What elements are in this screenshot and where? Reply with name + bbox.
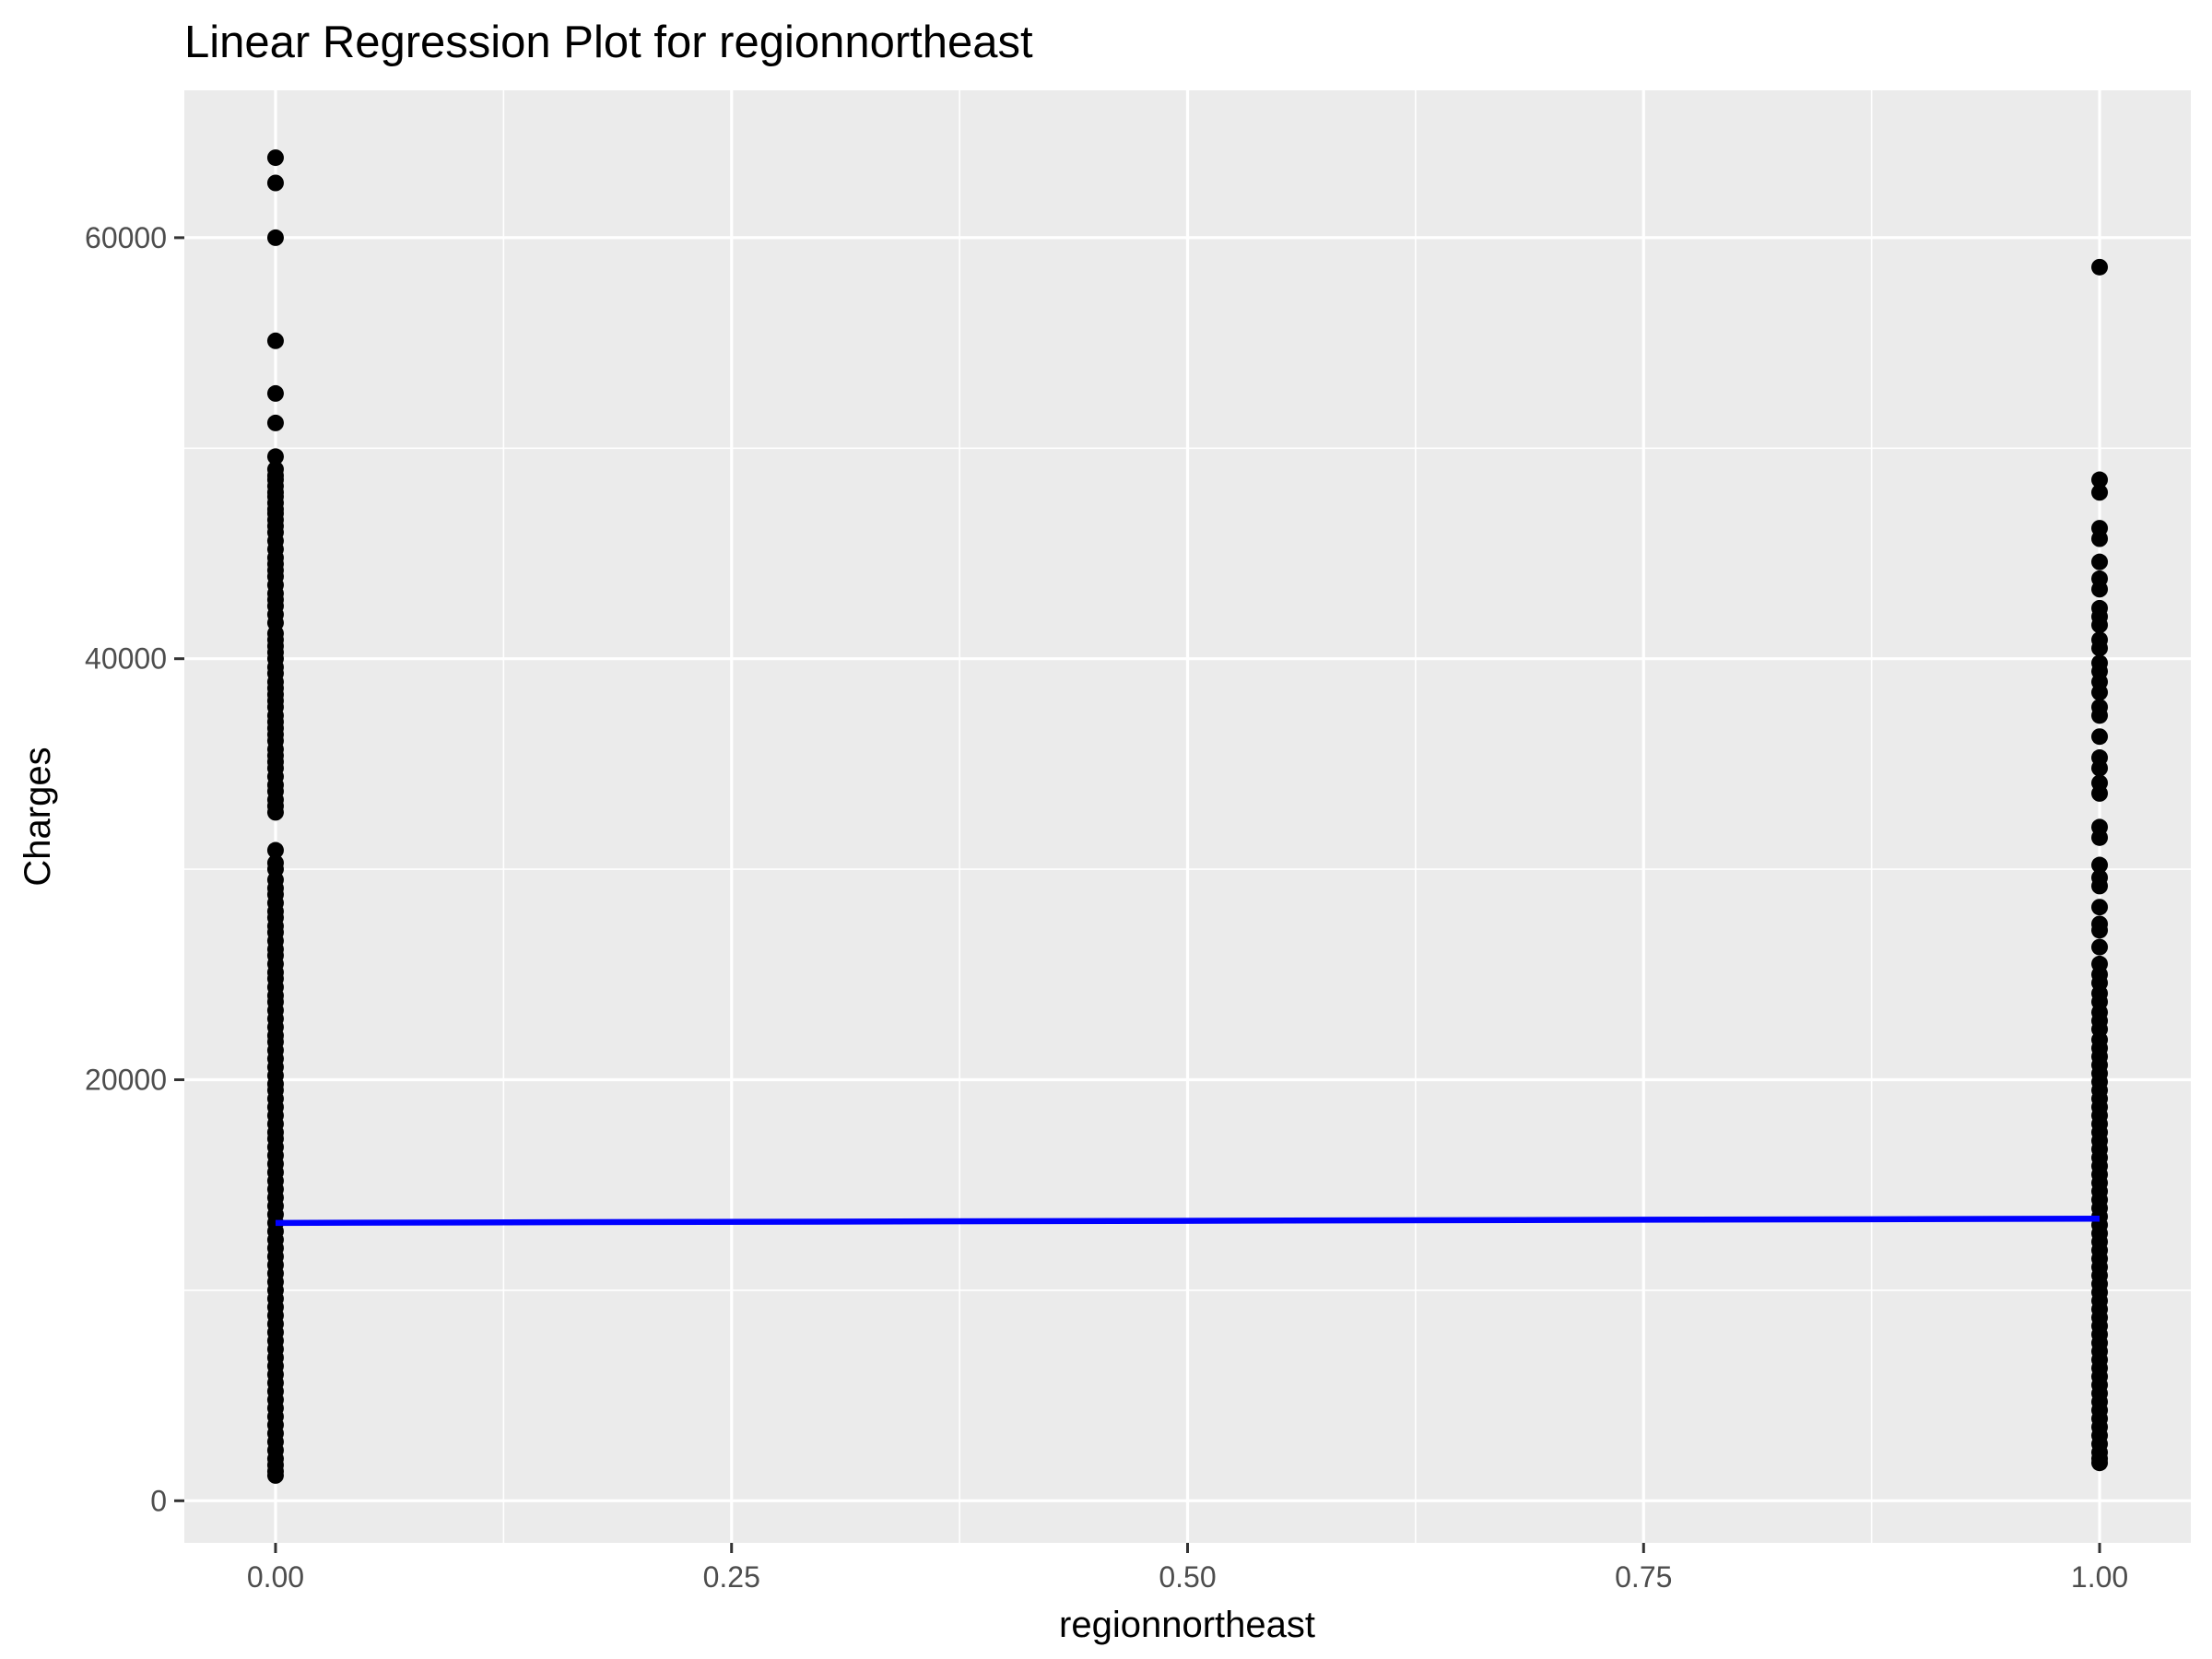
data-point [2091,258,2109,276]
data-point [2091,856,2109,874]
y-axis-ticks: 0 20000 40000 60000 [85,221,184,1517]
regression-line [275,1216,2100,1227]
data-point [2091,707,2109,724]
x-tick-label: 0.75 [1615,1560,1672,1594]
data-point [266,229,284,246]
x-axis-ticks: 0.00 0.25 0.50 0.75 1.00 [247,1543,2128,1594]
x-tick-label: 0.00 [247,1560,304,1594]
data-point [2091,530,2109,547]
data-point [2091,938,2109,956]
data-point [2091,684,2109,701]
data-point [266,414,284,431]
data-point [2091,471,2109,488]
chart-title: Linear Regression Plot for regionnorthea… [184,18,1033,67]
grid-lines [184,90,2191,1543]
data-point [266,804,284,821]
data-point [2091,784,2109,802]
y-tick-label: 40000 [85,642,167,676]
data-point [2091,1454,2109,1472]
data-point [266,149,284,167]
y-axis-label: Charges [18,747,58,886]
y-tick-label: 20000 [85,1064,167,1097]
data-point [2091,829,2109,846]
x-tick-label: 0.50 [1159,1560,1216,1594]
data-point [2091,899,2109,916]
data-point [2091,581,2109,598]
y-tick-label: 60000 [85,221,167,254]
data-point [266,448,284,465]
data-point [2091,728,2109,746]
data-point [2091,553,2109,571]
data-point [2091,877,2109,895]
data-point [2091,484,2109,501]
y-tick-label: 0 [150,1484,167,1517]
data-point [2091,617,2109,634]
data-point [266,841,284,859]
data-point [266,1466,284,1484]
data-point [266,174,284,192]
data-point [266,384,284,402]
data-point [2091,759,2109,777]
x-tick-label: 1.00 [2071,1560,2128,1594]
regression-line-layer [275,1216,2100,1227]
x-axis-label: regionnortheast [1059,1605,1315,1645]
x-tick-label: 0.25 [703,1560,760,1594]
data-point [2091,922,2109,939]
data-point [2091,640,2109,657]
data-points [266,149,2109,1484]
data-point [266,332,284,349]
